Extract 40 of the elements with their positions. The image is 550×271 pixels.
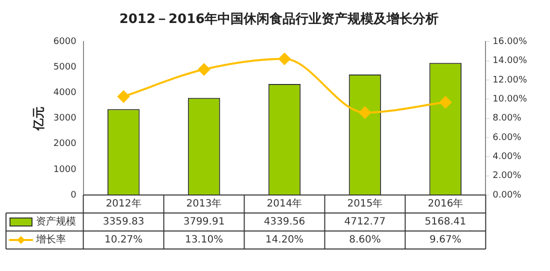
y2-tick-label: 16.00% <box>492 36 528 47</box>
y-axis-title: 亿元 <box>31 106 46 132</box>
y-tick-label: 3000 <box>53 114 77 124</box>
y-tick-label: 1000 <box>53 164 77 175</box>
data-label: 9.67% <box>430 234 462 246</box>
y2-tick-label: 12.00% <box>492 75 528 86</box>
data-label: 4339.56 <box>264 216 306 228</box>
y2-tick-label: 0.00% <box>492 190 522 200</box>
point <box>358 106 371 119</box>
y2-tick-label: 10.00% <box>492 94 528 104</box>
y2-tick-label: 14.00% <box>492 56 528 66</box>
chart-title: 2012－2016年中国休闲食品行业资产规模及增长分析 <box>119 11 439 28</box>
y2-tick-label: 4.00% <box>492 152 522 162</box>
y2-tick-label: 6.00% <box>492 132 522 143</box>
y-tick-label: 6000 <box>53 36 77 47</box>
data-label: 4712.77 <box>344 216 386 228</box>
y2-tick-label: 2.00% <box>492 171 522 182</box>
x-tick-label: 2012年 <box>106 198 142 210</box>
data-label: 10.27% <box>104 234 143 246</box>
point <box>198 63 210 76</box>
x-tick-label: 2014年 <box>266 198 302 210</box>
data-label: 3359.83 <box>102 216 144 228</box>
point <box>439 96 452 108</box>
data-label: 5168.41 <box>424 216 466 228</box>
x-tick-label: 2013年 <box>186 198 222 210</box>
x-tick-label: 2015年 <box>347 198 383 210</box>
x-tick-label: 2016年 <box>428 198 464 210</box>
point <box>118 90 130 103</box>
y-tick-label: 5000 <box>53 62 77 73</box>
legend-label: 增长率 <box>35 234 66 246</box>
data-label: 13.10% <box>184 234 224 246</box>
data-label: 8.60% <box>349 234 381 246</box>
point <box>278 52 290 65</box>
y2-tick-label: 8.00% <box>492 114 522 124</box>
data-label: 14.20% <box>265 234 304 246</box>
y-tick-label: 4000 <box>53 88 77 98</box>
y-tick-label: 0 <box>70 190 77 200</box>
y-tick-label: 2000 <box>53 139 77 150</box>
data-label: 3799.91 <box>183 216 225 228</box>
legend-label: 资产规模 <box>36 216 76 228</box>
